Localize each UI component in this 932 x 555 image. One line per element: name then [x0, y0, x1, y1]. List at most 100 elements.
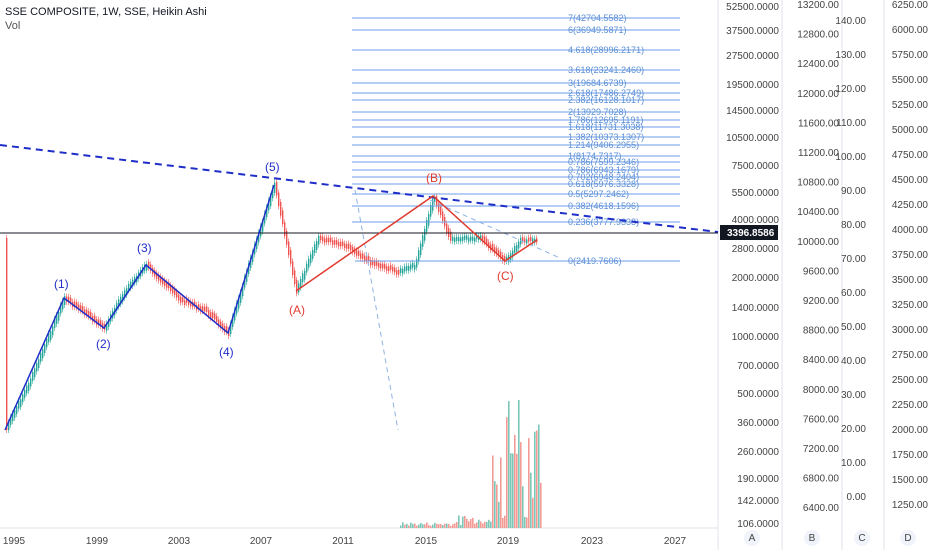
candle-body — [48, 333, 50, 343]
volume-bar — [412, 523, 414, 528]
candle-body — [190, 301, 192, 307]
volume-bar — [520, 442, 522, 528]
candle-body — [452, 236, 454, 241]
price-axis-c-label: 60.00 — [841, 288, 866, 299]
price-axis-c[interactable]: 140.00 130.00 120.00 110.00 100.00 90.00 80.00… — [835, 16, 866, 503]
candle-body — [108, 319, 110, 327]
candle-body — [412, 262, 414, 268]
price-axis-main-label: 700.0000 — [737, 361, 779, 372]
volume-bar — [482, 523, 484, 528]
volume-bar — [504, 515, 506, 528]
candle-body — [488, 242, 490, 249]
candle-body — [408, 265, 410, 271]
candle-body — [214, 313, 216, 320]
candle-body — [128, 283, 130, 291]
candle-body — [246, 271, 248, 282]
axis-scale-button[interactable] — [900, 530, 916, 546]
candle-body — [334, 240, 336, 245]
candle-body — [492, 243, 494, 250]
candle-body — [276, 181, 278, 196]
candle-body — [384, 264, 386, 269]
candle-body — [102, 323, 104, 329]
volume-bar — [434, 522, 436, 528]
price-axis-main-label: 2800.0000 — [732, 244, 780, 255]
price-axis-c-label: 50.00 — [841, 322, 866, 333]
axis-scale-button[interactable] — [744, 530, 760, 546]
price-axis-main[interactable]: 52500.0000 37500.0000 27500.0000 19500.0000… — [726, 2, 779, 530]
axis-scale-button[interactable] — [854, 530, 870, 546]
price-axis-c-label: 130.00 — [835, 50, 866, 61]
candle-body — [220, 321, 222, 328]
volume-bar — [424, 524, 426, 528]
candle-body — [28, 382, 30, 391]
time-axis-label: 2019 — [497, 536, 520, 547]
candle-body — [36, 362, 38, 372]
price-axis-d-label: 5750.00 — [892, 50, 929, 61]
candle-body — [306, 263, 308, 273]
candle-body — [172, 287, 174, 294]
candle-body — [454, 237, 456, 242]
candle-body — [22, 394, 24, 403]
price-axis-d[interactable]: 6250.00 6000.00 5750.00 5500.00 5250.00 5000.… — [892, 0, 929, 511]
volume-bar — [534, 431, 536, 528]
volume-bar — [436, 523, 438, 528]
volume-bar — [498, 501, 500, 528]
volume-bar — [496, 484, 498, 528]
candle-body — [532, 238, 534, 243]
candle-body — [154, 270, 156, 277]
time-axis-label: 1995 — [3, 536, 26, 547]
candle-body — [340, 241, 342, 247]
price-axis-c-label: 0.00 — [847, 492, 867, 503]
candle-body — [464, 235, 466, 240]
candle-body — [94, 315, 96, 322]
axis-scale-letter: D — [904, 533, 911, 544]
candle-body — [342, 241, 344, 247]
candle-body — [362, 253, 364, 259]
volume-bar — [428, 525, 430, 528]
fib-level-label: 3(19684.6739) — [568, 78, 627, 88]
price-axis-c-label: 110.00 — [836, 118, 866, 129]
candle-body — [332, 240, 334, 245]
price-axis-main-label: 14500.0000 — [726, 106, 779, 117]
fib-level-label: 3.618(23241.2460) — [568, 65, 644, 75]
trendline[interactable] — [0, 144, 719, 233]
candle-body — [296, 279, 298, 294]
candle-body — [82, 306, 84, 312]
price-axis-d-label: 6250.00 — [892, 0, 929, 11]
candle-body — [12, 413, 14, 422]
candle-body — [476, 235, 478, 240]
candle-body — [460, 237, 462, 242]
time-axis[interactable]: 1995 1999 2003 2007 2011 2015 2019 2023 2027 — [3, 536, 687, 547]
candle-body — [392, 266, 394, 272]
candle-body — [470, 236, 472, 241]
price-axis-main-label: 7500.0000 — [732, 161, 780, 172]
candle-body — [270, 195, 272, 207]
price-axis-d-label: 2250.00 — [892, 400, 929, 411]
candle-body — [148, 261, 150, 268]
volume-bar — [430, 525, 432, 528]
axis-scale-button[interactable] — [804, 530, 820, 546]
price-axis-b[interactable]: 13200.00 12800.00 12400.00 12000.00 11600.00… — [797, 0, 839, 514]
candle-body — [16, 406, 18, 415]
candle-body — [98, 319, 100, 326]
candle-body — [242, 285, 244, 297]
candle-body — [390, 265, 392, 270]
price-axis-c-label: 10.00 — [841, 458, 866, 469]
candle-body — [324, 238, 326, 243]
candle-body — [74, 301, 76, 307]
candle-body — [80, 305, 82, 311]
price-axis-d-label: 2750.00 — [892, 350, 929, 361]
candle-body — [394, 267, 396, 273]
candle-body — [290, 249, 292, 264]
wave-label-b: (B) — [426, 171, 442, 185]
candle-body — [178, 294, 180, 301]
candle-body — [458, 237, 460, 242]
price-axis-d-label: 1500.00 — [892, 475, 929, 486]
candle-body — [194, 301, 196, 307]
fib-level-label: 0.786(6943.1679) — [568, 165, 639, 175]
candle-body — [388, 266, 390, 272]
price-axis-b-label: 10000.00 — [797, 237, 839, 248]
candle-body — [404, 266, 406, 272]
